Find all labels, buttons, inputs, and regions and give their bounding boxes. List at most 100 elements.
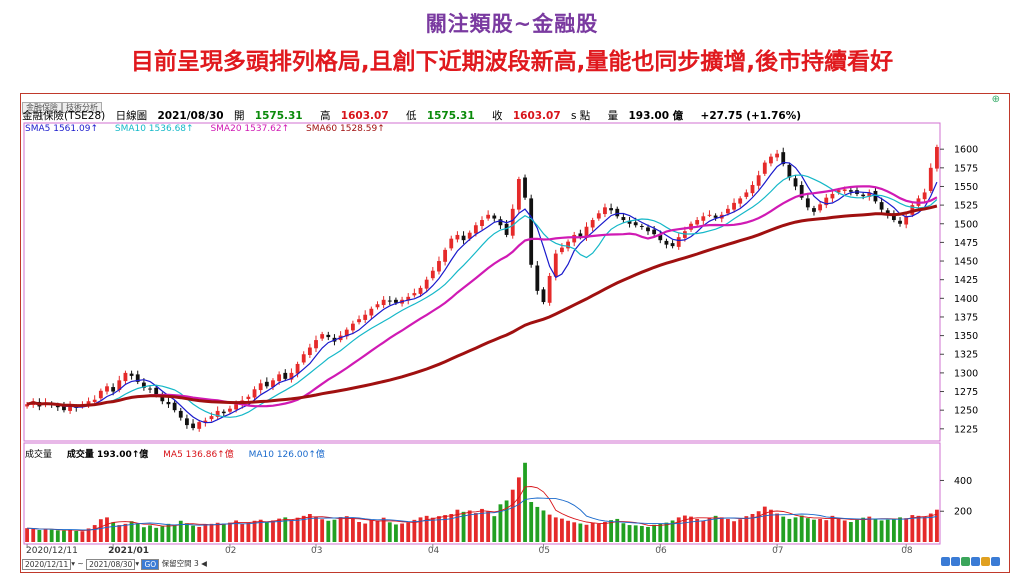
candle <box>473 225 478 234</box>
volume-bar <box>240 523 245 542</box>
candle <box>228 408 232 412</box>
volume-bar <box>682 515 687 542</box>
ma-line-sma10 <box>26 174 938 418</box>
price-tick-label: 1350 <box>954 331 978 342</box>
candle <box>498 219 503 226</box>
date-from-field[interactable]: 2020/12/11 <box>22 558 72 570</box>
candle <box>566 241 570 249</box>
go-button[interactable]: GO <box>141 558 160 570</box>
candle <box>406 296 411 301</box>
candle <box>215 410 220 417</box>
date-to-field[interactable]: 2021/08/30 <box>86 558 136 570</box>
candle <box>394 299 398 303</box>
volume-bar <box>80 531 85 542</box>
volume-tick-label: 400 <box>954 476 972 487</box>
volume-bar <box>283 517 288 542</box>
candle <box>283 372 288 379</box>
volume-bar <box>578 523 583 542</box>
volume-bar <box>627 525 632 542</box>
candle <box>510 208 515 236</box>
candle <box>492 215 497 219</box>
volume-bar <box>197 526 202 542</box>
volume-bar <box>928 513 933 542</box>
volume-bar <box>25 528 29 542</box>
candle <box>62 405 66 411</box>
candle <box>750 184 755 194</box>
volume-bar <box>43 529 48 542</box>
range-bar: 2020/12/11 ▾ ~ 2021/08/30 ▾ GO 保留空間 3 ◀ <box>22 558 207 570</box>
volume-bar <box>824 520 829 542</box>
volume-bar <box>338 517 343 542</box>
volume-bar <box>191 525 195 542</box>
price-tick-label: 1300 <box>954 368 978 379</box>
volume-bar <box>295 517 300 542</box>
volume-bar <box>418 517 423 542</box>
price-tick-label: 1575 <box>954 163 978 174</box>
price-tick-label: 1250 <box>954 406 978 417</box>
ma-line-sma60 <box>26 204 938 408</box>
move-icon[interactable] <box>951 557 960 566</box>
candle <box>707 214 712 216</box>
price-tick-label: 1275 <box>954 387 978 398</box>
volume-bar <box>935 509 939 542</box>
candle <box>861 194 866 197</box>
volume-bar <box>621 523 626 542</box>
volume-label: 量 <box>607 110 619 122</box>
volume-bar <box>62 530 66 542</box>
volume-bar <box>572 522 577 542</box>
high-label: 高 <box>319 110 331 122</box>
candle <box>277 374 282 382</box>
volume-bar <box>234 520 238 542</box>
candle <box>922 192 927 200</box>
volume-bar <box>873 518 878 542</box>
settings-icon[interactable] <box>981 557 990 566</box>
tab-technical-analysis[interactable]: 技術分析 <box>62 102 102 113</box>
volume-bar <box>842 520 847 542</box>
range-tilde: ~ <box>77 559 84 568</box>
candle <box>197 422 202 429</box>
volume-bar <box>799 515 804 542</box>
reserve-label: 保留空間 <box>161 559 192 568</box>
zoom-icon[interactable]: ⊕ <box>991 94 1000 105</box>
legend-sma5: SMA5 1561.09↑ <box>25 124 98 134</box>
price-tick-label: 1600 <box>954 145 978 156</box>
volume-legend: 成交量 成交量 193.00↑億 MA5 136.86↑億 MA10 126.0… <box>25 447 337 460</box>
window-tabs: 金融保險 技術分析 <box>22 95 102 113</box>
candle <box>449 238 454 249</box>
candle <box>879 202 884 210</box>
scroll-left-icon[interactable]: ◀ <box>201 559 207 568</box>
volume-bar <box>412 519 417 542</box>
candle <box>516 179 521 210</box>
volume-bar <box>98 519 103 542</box>
fit-icon[interactable] <box>971 557 980 566</box>
tab-finance[interactable]: 金融保險 <box>22 102 62 113</box>
candle <box>486 214 491 219</box>
candle <box>738 198 743 204</box>
period-label: 日線圖 <box>115 110 148 122</box>
volume-bar <box>154 527 159 542</box>
volume-bar <box>603 522 607 542</box>
open-value: 1575.31 <box>254 110 303 122</box>
zoom-out-icon[interactable] <box>941 557 950 566</box>
volume-bar <box>695 518 700 542</box>
candle <box>836 190 841 193</box>
volume-bar <box>492 516 497 542</box>
candle <box>812 208 816 212</box>
candle <box>86 401 91 405</box>
volume-bar <box>363 523 368 542</box>
candle <box>609 208 614 211</box>
reserve-value[interactable]: 3 <box>193 559 199 568</box>
candle <box>412 293 417 296</box>
zoom-in-icon[interactable] <box>961 557 970 566</box>
volume-bar <box>443 515 448 542</box>
headline-title: 關注類股~金融股 <box>425 12 599 36</box>
ma-line-sma5 <box>26 161 938 424</box>
volume-value: 193.00 億 <box>628 110 684 122</box>
volume-bar <box>713 515 718 542</box>
candle <box>756 175 761 186</box>
ma-legend: SMA5 1561.09↑ SMA10 1536.68↑ SMA20 1537.… <box>25 124 399 134</box>
help-icon[interactable] <box>991 557 1000 566</box>
candle <box>111 387 116 392</box>
toolbar-icons <box>940 557 1000 569</box>
candle <box>289 372 294 380</box>
